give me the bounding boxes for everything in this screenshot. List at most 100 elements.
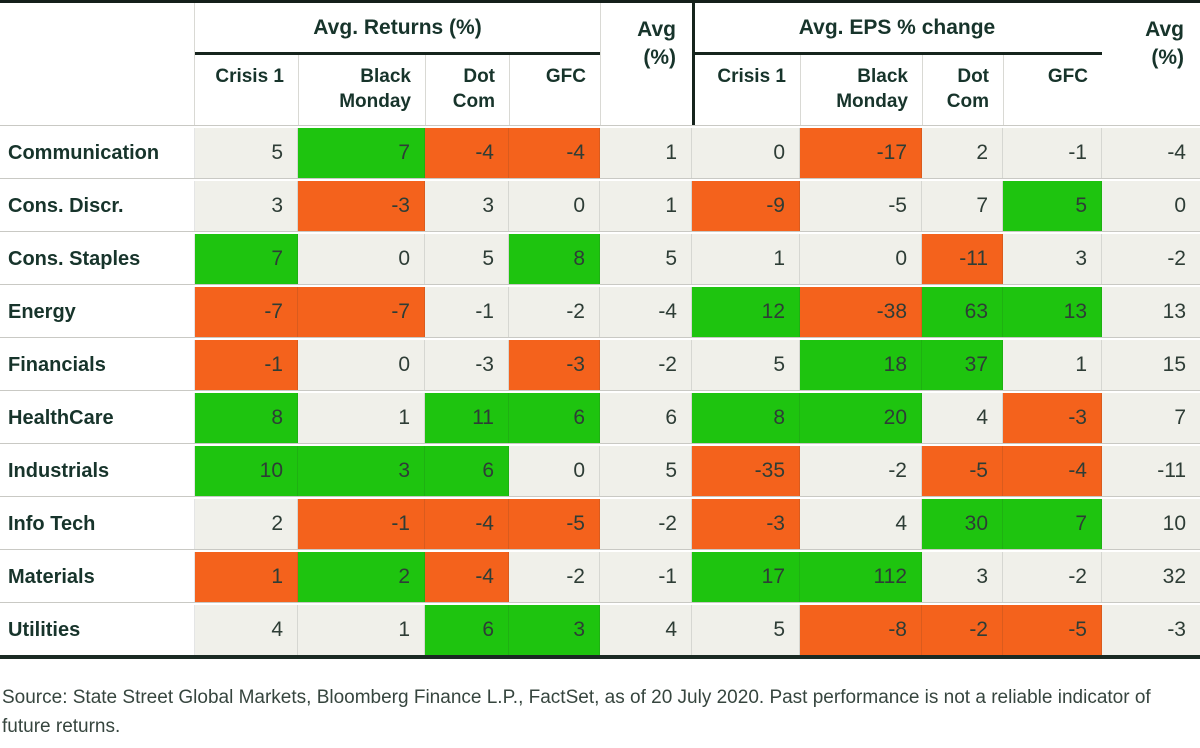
returns-group-header: Avg. Returns (%) — [195, 3, 600, 55]
sector-label: Cons. Staples — [0, 234, 195, 284]
cell-returns-dot-com: 5 — [425, 234, 509, 284]
cell-returns-dot-com: 11 — [425, 393, 509, 443]
cell-returns-avg: -4 — [600, 287, 692, 337]
cell-eps-dot-com: -11 — [922, 234, 1003, 284]
source-note: Source: State Street Global Markets, Blo… — [2, 687, 1151, 737]
eps-avg-column-header: Avg (%) — [1102, 3, 1200, 125]
cell-eps-crisis1: -35 — [692, 446, 800, 496]
cell-eps-black-monday: 18 — [800, 340, 922, 390]
eps-col-crisis1: Crisis 1 — [717, 66, 786, 87]
table-row: Energy -7 -7 -1 -2 -4 12 -38 63 13 13 — [0, 287, 1200, 338]
cell-returns-dot-com: 3 — [425, 181, 509, 231]
cell-returns-crisis1: 7 — [195, 234, 298, 284]
cell-eps-gfc: 13 — [1003, 287, 1102, 337]
section-divider — [692, 3, 695, 125]
cell-eps-crisis1: 17 — [692, 552, 800, 602]
cell-eps-dot-com: -2 — [922, 605, 1003, 655]
sector-label: Industrials — [0, 446, 195, 496]
cell-returns-dot-com: -1 — [425, 287, 509, 337]
table-body: Communication 5 7 -4 -4 1 0 -17 2 -1 -4 Cons. Discr… — [0, 126, 1200, 655]
cell-returns-dot-com: -4 — [425, 499, 509, 549]
sector-label: Financials — [0, 340, 195, 390]
sector-label: HealthCare — [0, 393, 195, 443]
returns-col-crisis1: Crisis 1 — [215, 66, 284, 87]
avg-label-line2: (%) — [643, 45, 676, 69]
cell-eps-crisis1: 5 — [692, 605, 800, 655]
cell-returns-gfc: 6 — [509, 393, 600, 443]
cell-eps-black-monday: 112 — [800, 552, 922, 602]
table-bottom-border — [0, 655, 1200, 659]
cell-returns-gfc: 8 — [509, 234, 600, 284]
cell-returns-black-monday: 1 — [298, 605, 425, 655]
cell-eps-avg: 32 — [1102, 552, 1200, 602]
cell-eps-crisis1: -3 — [692, 499, 800, 549]
cell-eps-crisis1: 8 — [692, 393, 800, 443]
sector-label: Communication — [0, 128, 195, 178]
cell-returns-crisis1: 5 — [195, 128, 298, 178]
cell-eps-gfc: 5 — [1003, 181, 1102, 231]
cell-returns-gfc: -2 — [509, 287, 600, 337]
table-row: Cons. Discr. 3 -3 3 0 1 -9 -5 7 5 0 — [0, 181, 1200, 232]
cell-eps-crisis1: 1 — [692, 234, 800, 284]
cell-eps-black-monday: 0 — [800, 234, 922, 284]
cell-eps-dot-com: 4 — [922, 393, 1003, 443]
cell-returns-gfc: -3 — [509, 340, 600, 390]
cell-eps-gfc: -5 — [1003, 605, 1102, 655]
table-row: HealthCare 8 1 11 6 6 8 20 4 -3 7 — [0, 393, 1200, 444]
cell-returns-dot-com: -4 — [425, 552, 509, 602]
table-top-border — [0, 0, 1200, 3]
cell-returns-avg: 6 — [600, 393, 692, 443]
table-row: Utilities 4 1 6 3 4 5 -8 -2 -5 -3 — [0, 605, 1200, 655]
cell-eps-avg: -11 — [1102, 446, 1200, 496]
cell-returns-dot-com: 6 — [425, 605, 509, 655]
cell-returns-black-monday: 0 — [298, 234, 425, 284]
returns-col-black-monday: Black Monday — [298, 55, 425, 125]
cell-eps-avg: 10 — [1102, 499, 1200, 549]
cell-eps-dot-com: 3 — [922, 552, 1003, 602]
table-row: Cons. Staples 7 0 5 8 5 1 0 -11 3 -2 — [0, 234, 1200, 285]
cell-eps-avg: -4 — [1102, 128, 1200, 178]
cell-returns-crisis1: 3 — [195, 181, 298, 231]
cell-eps-gfc: 1 — [1003, 340, 1102, 390]
cell-eps-dot-com: 2 — [922, 128, 1003, 178]
cell-returns-gfc: -2 — [509, 552, 600, 602]
cell-returns-avg: -2 — [600, 340, 692, 390]
cell-eps-avg: 13 — [1102, 287, 1200, 337]
cell-eps-dot-com: -5 — [922, 446, 1003, 496]
cell-returns-gfc: 0 — [509, 181, 600, 231]
cell-eps-black-monday: 4 — [800, 499, 922, 549]
returns-col-dot-com: Dot Com — [425, 55, 509, 125]
cell-returns-black-monday: 7 — [298, 128, 425, 178]
cell-eps-avg: -2 — [1102, 234, 1200, 284]
cell-returns-crisis1: 1 — [195, 552, 298, 602]
cell-returns-gfc: 0 — [509, 446, 600, 496]
cell-eps-black-monday: -17 — [800, 128, 922, 178]
cell-returns-black-monday: 3 — [298, 446, 425, 496]
cell-returns-crisis1: 10 — [195, 446, 298, 496]
eps-col-gfc: GFC — [1003, 55, 1102, 125]
cell-eps-dot-com: 30 — [922, 499, 1003, 549]
cell-eps-avg: -3 — [1102, 605, 1200, 655]
cell-returns-crisis1: 4 — [195, 605, 298, 655]
cell-returns-avg: -1 — [600, 552, 692, 602]
cell-eps-dot-com: 63 — [922, 287, 1003, 337]
cell-returns-dot-com: -3 — [425, 340, 509, 390]
cell-returns-crisis1: 8 — [195, 393, 298, 443]
cell-returns-avg: 1 — [600, 128, 692, 178]
header-corner-spacer — [0, 3, 195, 125]
returns-avg-column-header: Avg (%) — [600, 3, 692, 125]
eps-group-header: Avg. EPS % change — [692, 3, 1102, 55]
cell-eps-gfc: -3 — [1003, 393, 1102, 443]
cell-returns-avg: -2 — [600, 499, 692, 549]
cell-eps-gfc: 3 — [1003, 234, 1102, 284]
table-header: Avg. Returns (%) Avg (%) Avg. EPS % chan… — [0, 3, 1200, 126]
cell-returns-avg: 1 — [600, 181, 692, 231]
cell-returns-black-monday: -7 — [298, 287, 425, 337]
cell-eps-black-monday: -38 — [800, 287, 922, 337]
cell-eps-crisis1: 12 — [692, 287, 800, 337]
cell-eps-gfc: 7 — [1003, 499, 1102, 549]
cell-eps-crisis1: 0 — [692, 128, 800, 178]
cell-returns-black-monday: -3 — [298, 181, 425, 231]
sector-label: Info Tech — [0, 499, 195, 549]
